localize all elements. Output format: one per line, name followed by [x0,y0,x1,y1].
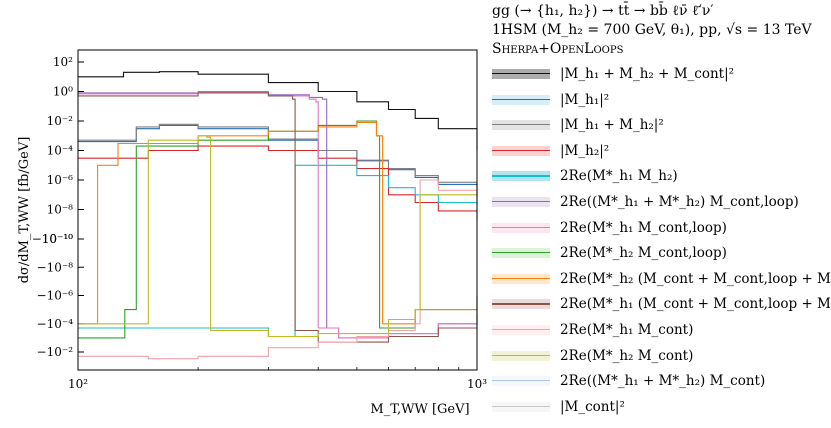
legend-label: 2Re(M*_h₁ M_h₂) [560,168,678,185]
generator-label: Sherpa+OpenLoops [492,41,624,57]
legend-label: 2Re(M*_h₁ M_cont) [560,322,694,338]
legend-item: 2Re(M*_h₁ M_h₂) [492,165,678,187]
y-tick-label: 10⁻¹⁰ [42,232,73,246]
legend-swatch [492,349,550,363]
legend-swatch [492,144,550,158]
legend-label: 2Re((M*_h₁ + M*_h₂) M_cont) [560,373,766,390]
series-line-7 [78,120,478,339]
legend-swatch-line [492,201,550,203]
legend-swatch-line [492,354,550,356]
y-axis-ticks: 10² 10⁰ 10⁻² 10⁻⁴ 10⁻⁶ 10⁻⁸ 10⁻¹⁰−10⁻¹⁰ −10⁻⁸ −1… [32,55,84,359]
legend-swatch-line [492,380,550,382]
legend-swatch-line [492,329,550,331]
series-line-0 [78,71,478,151]
plot-frame [77,49,478,371]
legend-swatch-line [492,303,550,305]
series-line-11 [78,135,478,338]
series-line-3 [78,145,478,220]
legend-item: 2Re((M*_h₁ + M*_h₂) M_cont,loop) [492,191,799,213]
legend-label: 2Re(M*_h₂ (M_cont + M_cont,loop + M_h₁)) [560,270,831,287]
series-line-10 [78,179,478,360]
legend-item: 2Re(M*_h₁ (M_cont + M_cont,loop + M_h₂)) [492,293,831,315]
legend-swatch [492,246,550,260]
y-tick-label: 10⁻² [47,114,74,128]
legend-swatch [492,297,550,311]
legend-swatch-line [492,73,550,75]
legend-label: |M_h₂|² [560,142,610,159]
legend-item: 2Re(M*_h₂ M_cont,loop) [492,242,727,264]
legend-label: 2Re(M*_h₁ M_cont,loop) [560,219,727,236]
legend-label: 2Re(M*_h₂ M_cont,loop) [560,245,727,262]
legend-swatch-line [492,98,550,100]
series-line-1 [78,124,478,197]
legend-label: |M_h₁|² [560,91,610,108]
legend-item: 2Re(M*_h₂ (M_cont + M_cont,loop + M_h₁)) [492,268,831,290]
series-line-9 [78,92,478,343]
legend-swatch [492,221,550,235]
legend-swatch [492,323,550,337]
y-tick-label: −10⁻⁶ [37,289,74,303]
legend-swatch-line [492,277,550,279]
y-tick-label: −10⁻⁴ [37,317,74,331]
legend-label: 2Re(M*_h₁ (M_cont + M_cont,loop + M_h₂)) [560,296,831,313]
legend-swatch-line [492,175,550,177]
legend-swatch [492,195,550,209]
legend-label: 2Re(M*_h₂ M_cont) [560,347,694,364]
legend-item: |M_cont|² [492,396,625,418]
legend-item: 2Re(M*_h₁ M_cont) [492,319,693,341]
legend-swatch [492,400,550,414]
legend-swatch [492,118,550,132]
legend-swatch [492,67,550,81]
legend-swatch-line [492,149,550,151]
y-tick-label: −10⁻¹⁰ [32,232,73,246]
x-tick-label: 10³ [467,377,487,391]
legend-label: |M_cont|² [560,398,625,415]
legend-item: 2Re(M*_h₂ M_cont) [492,345,693,367]
plot-series [78,71,478,360]
legend-item: 2Re((M*_h₁ + M*_h₂) M_cont) [492,370,765,392]
x-axis-ticks: 10² 10³ [68,364,487,391]
legend-panel: gg (→ {h₁, h₂}) → tt̄ → bb̄ ℓν̄ ℓ̄′ν′ 1H… [492,2,831,415]
y-tick-label: 10⁻⁸ [47,203,74,217]
series-line-4 [78,164,478,338]
legend-label: |M_h₁ + M_h₂ + M_cont|² [560,66,735,82]
legend-swatch [492,93,550,107]
y-tick-label: −10⁻² [37,345,74,359]
y-tick-label: 10⁻⁶ [47,173,74,187]
y-axis-label: dσ/dM_T,WW [fb/GeV] [17,137,32,284]
legend-swatch-line [492,124,550,126]
legend-swatch-line [492,226,550,228]
y-tick-label: 10⁰ [53,85,73,99]
legend-item: 2Re(M*_h₁ M_cont,loop) [492,217,727,239]
legend-swatch-line [492,405,550,407]
model-subtitle: 1HSM (M_h₂ = 700 GeV, θ₁), pp, √s = 13 T… [492,22,812,38]
x-tick-label: 10² [68,377,88,391]
legend-item: |M_h₂|² [492,140,609,162]
legend-label: |M_h₁ + M_h₂|² [560,117,664,134]
legend-swatch [492,169,550,183]
legend-swatch-line [492,252,550,254]
y-tick-label: 10⁻⁴ [47,144,74,158]
y-tick-label: −10⁻⁸ [37,260,74,274]
legend-item: |M_h₁ + M_h₂|² [492,114,664,136]
legend-item: |M_h₁ + M_h₂ + M_cont|² [492,63,734,85]
legend-label: 2Re((M*_h₁ + M*_h₂) M_cont,loop) [560,194,799,210]
x-axis-label: M_T,WW [GeV] [370,402,469,417]
series-line-2 [78,123,478,195]
y-tick-label: 10² [53,55,73,69]
legend-item: |M_h₁|² [492,89,609,111]
series-line-8 [78,121,478,325]
process-title: gg (→ {h₁, h₂}) → tt̄ → bb̄ ℓν̄ ℓ̄′ν′ [492,3,714,19]
legend-swatch [492,374,550,388]
legend-swatch [492,272,550,286]
